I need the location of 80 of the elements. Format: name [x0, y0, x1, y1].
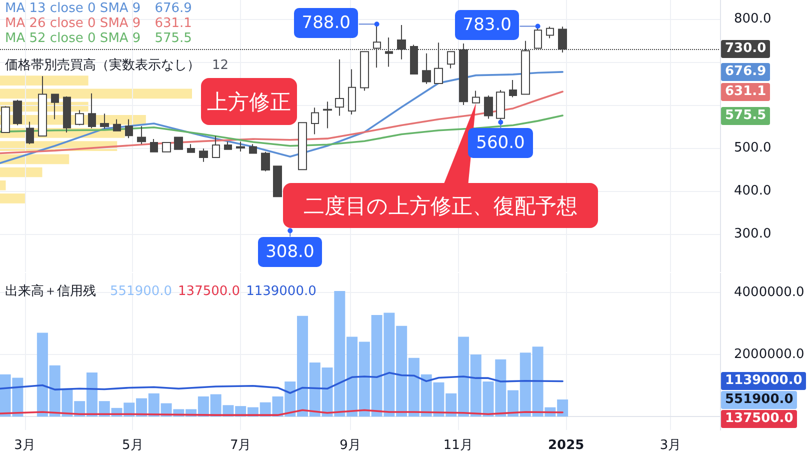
annotation: 551900.0 — [110, 284, 172, 299]
candlestick — [113, 118, 121, 132]
y-tick-label: 300.0 — [734, 226, 772, 242]
bar — [0, 88, 192, 99]
line-series — [0, 71, 564, 164]
line-series — [0, 90, 564, 154]
candlestick — [311, 107, 319, 135]
chart-title: 価格帯別売買高（実数表示なし） — [5, 58, 200, 73]
text: 551900.0 — [725, 392, 794, 408]
text: 1139000.0 — [725, 373, 802, 388]
candlestick — [63, 96, 71, 134]
x-tick-label: 7月 — [230, 438, 252, 453]
text: 631.1 — [725, 84, 766, 99]
candlestick — [187, 144, 195, 153]
candlestick — [1, 106, 10, 134]
candlestick — [212, 136, 220, 158]
annotation: 12 — [212, 58, 229, 73]
candlestick — [13, 99, 22, 126]
bar — [0, 180, 6, 190]
candlestick — [298, 122, 307, 170]
y-tick-label: 800.0 — [734, 11, 772, 26]
candlestick — [150, 138, 158, 152]
candlestick — [273, 166, 282, 198]
annotation: 1139000.0 — [246, 284, 316, 299]
candlestick — [509, 80, 517, 98]
candlestick — [137, 126, 146, 145]
candlestick — [51, 94, 59, 120]
candlestick — [100, 113, 109, 130]
candlestick — [261, 151, 270, 172]
text: MA 13 close 0 SMA 9 — [5, 1, 141, 16]
annotation: 二度目の上方修正、復配予想 — [283, 183, 598, 228]
annotation: 137500.0 — [178, 284, 240, 299]
candlestick — [75, 110, 84, 126]
x-tick-label: 2025 — [548, 438, 584, 453]
candlestick — [348, 68, 356, 115]
candlestick — [335, 58, 344, 116]
bar — [0, 167, 42, 178]
y-tick-label: 4000000.0 — [734, 284, 804, 300]
candlestick — [224, 141, 232, 150]
x-tick-label: 3月 — [660, 438, 682, 453]
candlestick — [88, 92, 96, 129]
text: 575.5 — [725, 108, 766, 123]
bar — [0, 154, 70, 164]
annotation: 575.5 — [154, 31, 192, 46]
text: 137500.0 — [725, 411, 794, 426]
candlestick — [323, 101, 332, 129]
candlestick — [174, 136, 183, 150]
text: 出来高＋信用残 — [5, 284, 96, 299]
x-tick-label: 5月 — [122, 438, 144, 453]
candlestick — [26, 121, 34, 145]
candlestick — [422, 52, 431, 84]
line-series — [0, 372, 564, 394]
y-tick-label: 400.0 — [734, 184, 772, 199]
candlestick — [472, 90, 480, 104]
candlestick — [162, 142, 171, 152]
annotation: 308.0 — [258, 236, 322, 267]
y-tick-label: 500.0 — [734, 140, 772, 156]
annotation: 676.9 — [154, 1, 192, 16]
text: MA 52 close 0 SMA 9 — [5, 31, 141, 46]
ref-line-label: 730.0 — [721, 40, 770, 58]
candlestick — [236, 141, 245, 152]
annotation: 783.0 — [454, 10, 520, 40]
candlestick — [125, 118, 133, 139]
annotation: 631.1 — [154, 16, 192, 31]
text: 676.9 — [725, 64, 766, 79]
y-tick-label: 2000000.0 — [734, 346, 804, 362]
annotation: 788.0 — [294, 8, 358, 38]
candlestick — [546, 26, 554, 39]
annotation: 560.0 — [468, 128, 533, 158]
candlestick — [199, 148, 208, 162]
candlestick — [249, 144, 257, 154]
text: MA 26 close 0 SMA 9 — [5, 16, 141, 31]
x-tick-label: 3月 — [14, 438, 36, 453]
line-series — [0, 114, 564, 147]
x-tick-label: 11月 — [443, 438, 473, 453]
candlestick — [484, 95, 493, 120]
candlestick — [38, 76, 47, 136]
bar — [0, 194, 25, 204]
x-tick-label: 9月 — [340, 438, 361, 453]
bar — [0, 76, 88, 86]
